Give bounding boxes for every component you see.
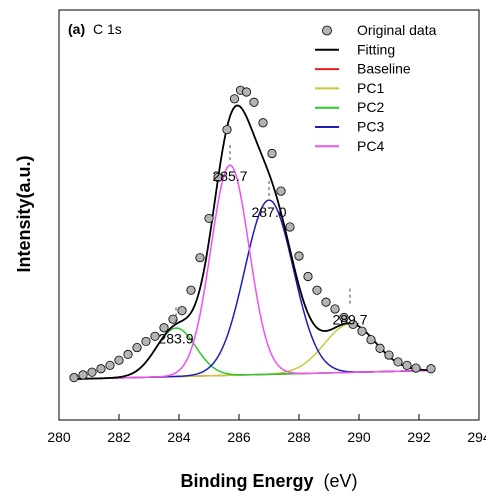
data-point: [222, 124, 232, 135]
data-point: [303, 271, 313, 282]
data-point: [186, 285, 196, 295]
data-point: [241, 87, 252, 97]
data-point: [96, 364, 106, 374]
data-point: [114, 355, 124, 365]
panel-label-text: C 1s: [93, 21, 122, 37]
peak-annotations: 283.9 285.7 287.0 289.7: [158, 145, 368, 346]
data-point: [195, 253, 205, 263]
y-axis-title: Intensity(a.u.): [14, 155, 34, 272]
legend-label: Baseline: [357, 61, 411, 77]
data-point: [384, 350, 394, 360]
legend-label: PC2: [357, 99, 384, 115]
x-tick-label: 290: [347, 429, 371, 445]
data-point: [150, 331, 160, 341]
legend-label: PC3: [357, 119, 384, 135]
x-axis-title-main: Binding Energy: [180, 471, 313, 491]
x-tick-label: 294: [467, 429, 486, 445]
data-point: [375, 343, 385, 353]
data-point: [321, 297, 331, 307]
panel-label: (a) C 1s: [68, 21, 122, 37]
peak-label: 283.9: [158, 330, 193, 346]
data-point: [159, 323, 169, 333]
data-point: [213, 172, 223, 183]
data-point: [229, 94, 240, 104]
data-point: [78, 370, 88, 380]
peak-label: 285.7: [212, 168, 247, 184]
data-point: [330, 304, 340, 314]
data-point: [366, 335, 376, 345]
data-point: [267, 148, 277, 159]
legend-label: PC4: [357, 138, 384, 154]
data-point: [339, 312, 349, 323]
peak-label: 289.7: [332, 312, 367, 328]
legend: Original data Fitting Baseline PC1 PC2 PC3 PC4: [315, 22, 437, 154]
legend-label: PC1: [357, 80, 384, 96]
data-point: [276, 186, 286, 196]
data-point: [168, 314, 178, 324]
data-point: [411, 363, 421, 373]
x-tick-label: 284: [167, 429, 191, 445]
plot-frame: [58, 9, 480, 421]
panel-label-prefix: (a): [68, 21, 85, 37]
peak-label: 287.0: [251, 204, 286, 220]
x-axis-title-unit: (eV): [324, 471, 358, 491]
original-data-points: [69, 85, 436, 383]
x-axis-ticks: 280 282 284 286 288 290 292 294: [47, 414, 486, 445]
component-curve-pc4: [73, 164, 432, 380]
data-point: [357, 326, 367, 336]
legend-label: Fitting: [357, 41, 395, 57]
data-point: [285, 222, 295, 232]
data-point: [402, 360, 412, 370]
legend-marker: [322, 25, 332, 36]
data-point: [69, 373, 79, 383]
x-tick-label: 288: [287, 429, 311, 445]
data-point: [105, 360, 115, 370]
data-point: [249, 97, 259, 107]
data-point: [312, 285, 322, 295]
data-point: [426, 364, 436, 374]
x-tick-label: 282: [107, 429, 131, 445]
x-tick-label: 292: [407, 429, 431, 445]
data-point: [258, 118, 268, 128]
x-tick-label: 286: [227, 429, 251, 445]
data-point: [204, 213, 214, 224]
x-axis-title: Binding Energy (eV): [180, 471, 357, 491]
data-point: [141, 336, 151, 347]
x-tick-label: 280: [47, 429, 71, 445]
data-point: [132, 342, 142, 353]
data-point: [348, 319, 358, 329]
data-point: [393, 357, 403, 367]
data-point: [294, 251, 304, 261]
data-point: [123, 349, 133, 359]
data-point: [87, 367, 97, 377]
data-point: [177, 306, 187, 316]
legend-label: Original data: [357, 22, 437, 38]
